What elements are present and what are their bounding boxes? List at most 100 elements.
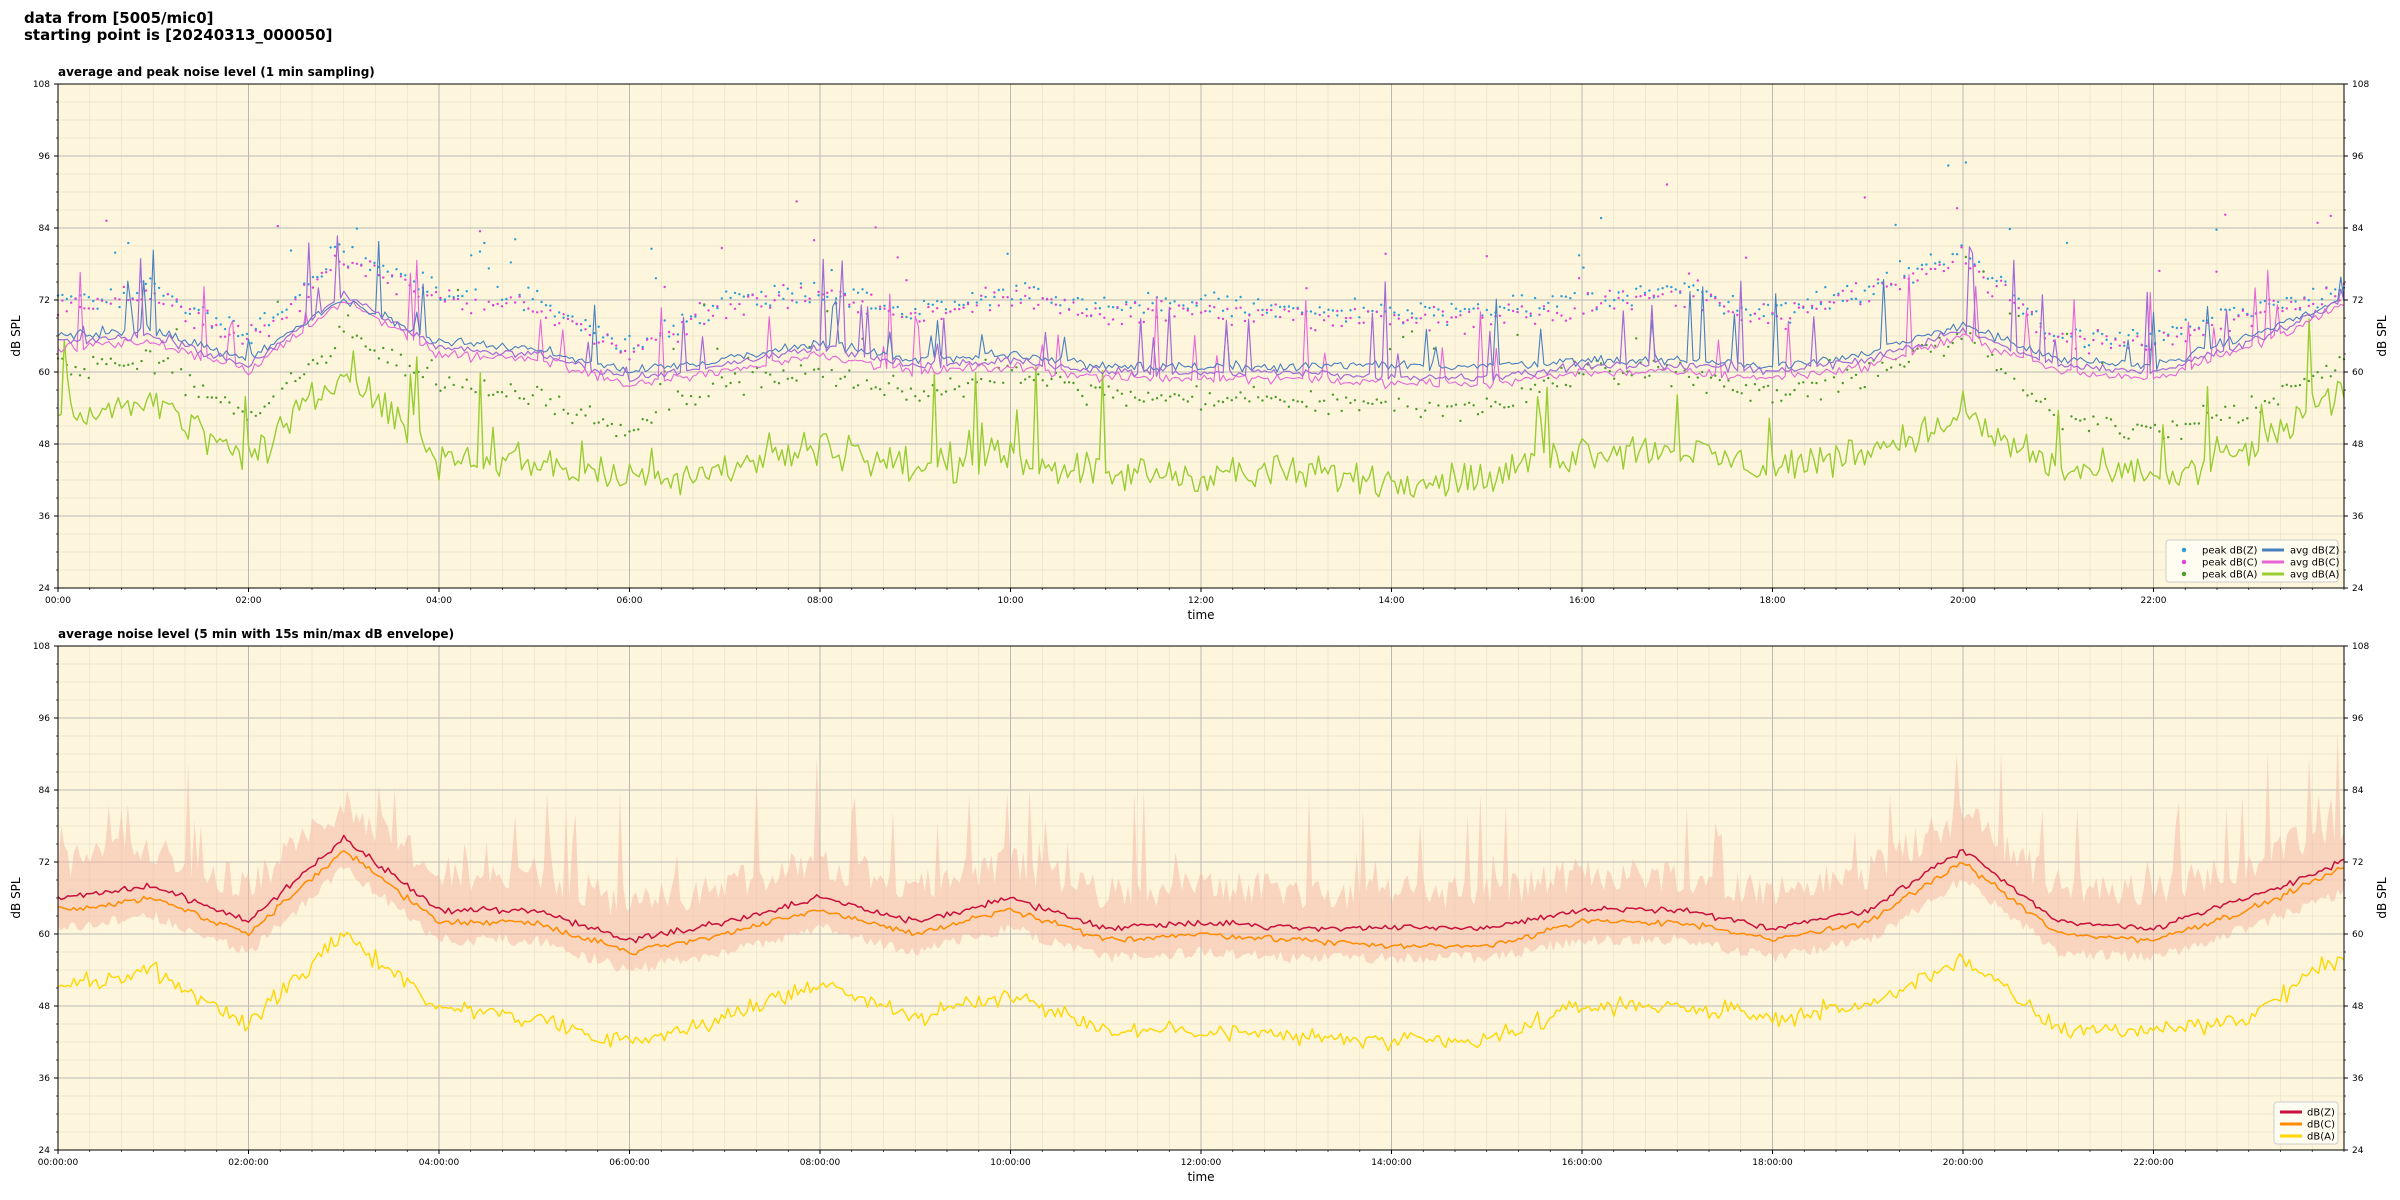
peak-point xyxy=(1235,307,1238,310)
peak-point xyxy=(241,410,244,413)
peak-point xyxy=(1577,277,1581,280)
peak-point xyxy=(1692,383,1695,387)
peak-point xyxy=(584,414,587,417)
peak-point xyxy=(1208,310,1212,313)
peak-point xyxy=(2219,418,2223,422)
x-tick-label: 12:00 xyxy=(1188,596,1214,606)
peak-point xyxy=(562,408,565,411)
peak-point xyxy=(2171,343,2174,346)
peak-point xyxy=(1498,314,1502,317)
peak-point xyxy=(1103,316,1106,319)
peak-point xyxy=(1824,307,1827,310)
peak-point xyxy=(245,337,249,341)
peak-point xyxy=(944,311,948,315)
peak-point xyxy=(1753,383,1757,386)
peak-point xyxy=(1573,291,1576,295)
peak-point xyxy=(448,289,451,292)
peak-point xyxy=(1300,400,1304,404)
peak-point xyxy=(685,320,688,323)
peak-point xyxy=(1063,381,1066,384)
peak-point xyxy=(1441,310,1445,313)
peak-point xyxy=(1591,292,1594,295)
peak-point xyxy=(769,373,772,376)
peak-point xyxy=(461,386,464,389)
peak-point xyxy=(2219,308,2223,311)
peak-point xyxy=(628,334,631,338)
peak-point xyxy=(962,306,965,309)
peak-point xyxy=(685,333,688,336)
peak-point xyxy=(1564,295,1568,298)
peak-point xyxy=(944,308,948,311)
y-tick-label-right: 48 xyxy=(2352,440,2364,450)
peak-point xyxy=(1749,320,1752,323)
peak-point xyxy=(1019,381,1022,385)
peak-point xyxy=(1402,321,1405,324)
peak-point xyxy=(650,247,653,250)
peak-point xyxy=(373,264,376,267)
peak-point xyxy=(1103,296,1106,299)
peak-point xyxy=(1362,400,1365,403)
peak-point xyxy=(518,397,521,400)
peak-point xyxy=(70,373,73,376)
peak-point xyxy=(1485,255,1489,258)
peak-point xyxy=(694,315,697,318)
peak-point xyxy=(1529,314,1532,317)
peak-point xyxy=(443,300,447,303)
peak-point xyxy=(2131,328,2135,332)
envelope-band xyxy=(58,731,2344,973)
peak-point xyxy=(153,372,156,375)
peak-point xyxy=(2026,307,2029,310)
peak-point xyxy=(1151,302,1154,305)
peak-point xyxy=(931,310,934,313)
peak-point xyxy=(645,419,649,422)
peak-point xyxy=(2118,432,2121,435)
peak-point xyxy=(100,299,104,302)
peak-point xyxy=(470,312,473,315)
peak-point xyxy=(1182,304,1185,307)
peak-point xyxy=(65,310,69,313)
peak-point xyxy=(1072,298,1075,301)
peak-point xyxy=(509,261,512,264)
peak-point xyxy=(443,386,447,389)
peak-point xyxy=(786,377,789,380)
peak-point xyxy=(1938,336,1941,340)
peak-point xyxy=(1525,310,1528,313)
peak-point xyxy=(2123,436,2126,439)
peak-point xyxy=(707,395,710,398)
peak-point xyxy=(1766,321,1770,325)
peak-point xyxy=(2096,423,2099,426)
peak-point xyxy=(1265,311,1269,314)
peak-point xyxy=(2158,430,2161,433)
peak-point xyxy=(1806,298,1809,301)
peak-point xyxy=(843,294,847,297)
x-tick-label: 04:00 xyxy=(426,596,452,606)
peak-point xyxy=(303,373,306,376)
peak-point xyxy=(1903,365,1906,368)
peak-point xyxy=(2329,375,2332,378)
peak-point xyxy=(615,434,618,438)
peak-point xyxy=(874,307,877,310)
peak-point xyxy=(1934,267,1937,271)
x-tick-label: 04:00:00 xyxy=(419,1158,460,1168)
peak-point xyxy=(689,317,693,321)
peak-point xyxy=(1516,310,1519,314)
peak-point xyxy=(1481,410,1484,414)
peak-point xyxy=(865,291,869,294)
peak-point xyxy=(1859,300,1862,304)
peak-point xyxy=(1503,306,1506,310)
peak-point xyxy=(1125,303,1128,306)
peak-point xyxy=(1718,304,1721,307)
peak-point xyxy=(2061,336,2064,340)
peak-point xyxy=(1977,260,1981,264)
peak-point xyxy=(558,395,561,398)
peak-point xyxy=(368,260,372,263)
peak-point xyxy=(1955,207,1959,210)
peak-point xyxy=(1415,317,1418,320)
peak-point xyxy=(812,368,816,371)
y-tick-label: 60 xyxy=(39,368,51,378)
peak-point xyxy=(1085,314,1088,318)
peak-point xyxy=(1239,295,1242,299)
peak-point xyxy=(131,362,134,365)
peak-point xyxy=(2114,424,2117,428)
peak-point xyxy=(1569,317,1572,320)
